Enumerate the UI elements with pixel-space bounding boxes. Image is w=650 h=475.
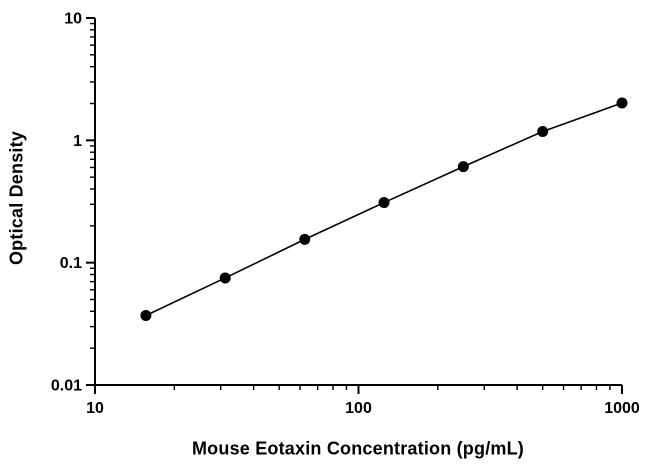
y-tick-label: 0.1 xyxy=(60,255,82,272)
data-point-marker xyxy=(378,197,390,209)
x-axis-title: Mouse Eotaxin Concentration (pg/mL) xyxy=(191,438,525,459)
x-tick-label: 10 xyxy=(86,400,104,417)
y-tick-label: 0.01 xyxy=(51,378,82,395)
y-tick-label: 10 xyxy=(64,11,82,28)
y-tick-label: 1 xyxy=(73,133,82,150)
data-point-marker xyxy=(140,309,152,321)
standard-curve-line xyxy=(145,102,623,317)
data-point-marker xyxy=(299,233,311,245)
data-point-marker xyxy=(457,161,469,173)
data-point-marker xyxy=(537,126,549,138)
data-point-marker xyxy=(616,97,628,109)
data-point-marker xyxy=(219,272,231,284)
y-axis-title: Optical Density xyxy=(6,130,27,266)
x-tick-label: 100 xyxy=(345,400,372,417)
x-tick-label: 1000 xyxy=(604,400,640,417)
